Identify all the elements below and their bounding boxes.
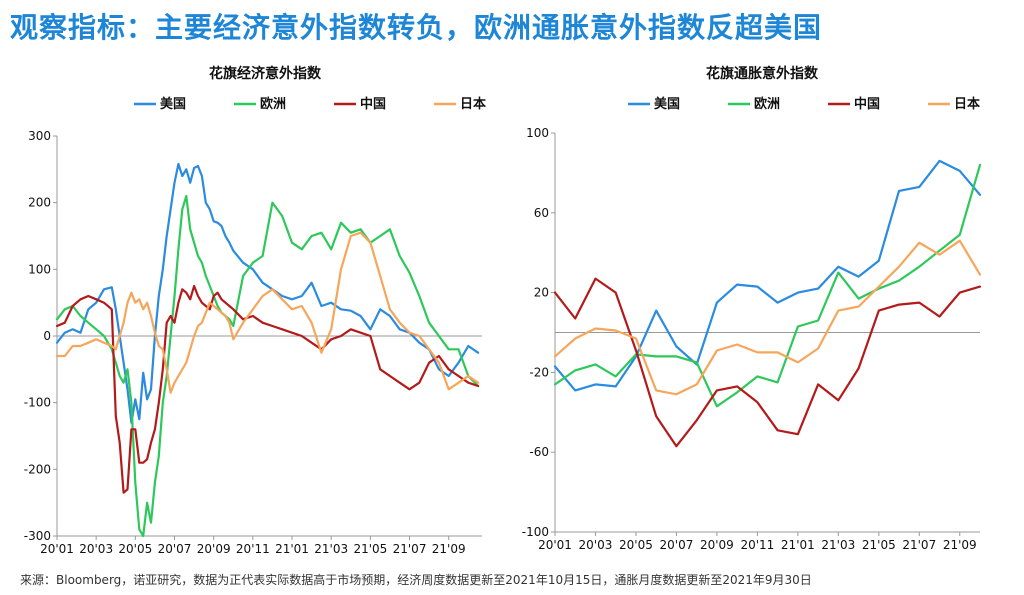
econ-y-tick-label: -300 [24, 529, 51, 543]
infl-legend-jp: 日本 [928, 96, 980, 112]
infl-y-tick-label: 20 [534, 286, 549, 300]
econ-legend-label-eu: 欧洲 [260, 96, 286, 112]
econ-y-tick-label: 0 [43, 329, 51, 343]
page-title: 观察指标：主要经济意外指数转负，欧洲通胀意外指数反超美国 [10, 11, 823, 44]
econ-x-tick-label: 21'07 [393, 542, 427, 556]
econ-x-tick-label: 20'09 [197, 542, 231, 556]
infl-x-tick-label: 21'07 [902, 538, 936, 552]
econ-x-tick-label: 20'11 [236, 542, 270, 556]
econ-x-tick-label: 20'07 [158, 542, 192, 556]
infl-legend-label-us: 美国 [654, 96, 680, 112]
infl-x-tick-label: 20'09 [700, 538, 734, 552]
econ-series-line-jp [55, 231, 480, 394]
infl-series-line-cn [553, 277, 982, 448]
econ-legend-label-us: 美国 [160, 96, 186, 112]
infl-series-line-us [553, 159, 982, 392]
infl-x-tick-label: 20'01 [538, 538, 572, 552]
infl-legend-us: 美国 [628, 96, 680, 112]
infl-y-tick-label: -100 [522, 525, 549, 539]
econ-legend-jp: 日本 [434, 96, 486, 112]
infl-series-line-eu [553, 163, 982, 408]
econ-series-line-cn [55, 284, 480, 494]
infl-legend-label-eu: 欧洲 [754, 96, 780, 112]
infl-legend-cn: 中国 [828, 96, 880, 112]
econ-x-tick-label: 20'01 [40, 542, 74, 556]
infl-series-line-jp [553, 239, 982, 396]
econ-x-tick-label: 21'03 [314, 542, 348, 556]
infl-x-tick-label: 20'03 [579, 538, 613, 552]
source-footnote: 来源：Bloomberg，诺亚研究，数据为正代表实际数据高于市场预期，经济周度数… [20, 573, 812, 587]
econ-legend-eu: 欧洲 [234, 96, 286, 112]
econ-y-tick-label: 300 [28, 129, 51, 143]
econ-x-tick-label: 20'05 [118, 542, 152, 556]
infl-x-tick-label: 20'05 [619, 538, 653, 552]
econ-series-line-eu [55, 194, 480, 538]
infl-legend-eu: 欧洲 [728, 96, 780, 112]
econ-y-tick-label: -200 [24, 462, 51, 476]
infl-x-tick-label: 20'07 [660, 538, 694, 552]
econ-y-tick-label: -100 [24, 396, 51, 410]
econ-chart-title: 花旗经济意外指数 [209, 65, 322, 82]
infl-legend-label-jp: 日本 [954, 96, 980, 112]
econ-y-tick-label: 200 [28, 196, 51, 210]
infl-x-tick-label: 21'01 [781, 538, 815, 552]
econ-x-tick-label: 21'09 [432, 542, 466, 556]
infl-x-tick-label: 20'11 [740, 538, 774, 552]
infl-x-tick-label: 21'03 [821, 538, 855, 552]
econ-legend-cn: 中国 [334, 96, 386, 112]
infl-y-tick-label: -20 [529, 365, 549, 379]
econ-legend-us: 美国 [134, 96, 186, 112]
econ-x-tick-label: 20'03 [79, 542, 113, 556]
infl-x-tick-label: 21'05 [862, 538, 896, 552]
econ-x-tick-label: 21'01 [275, 542, 309, 556]
econ-legend-label-jp: 日本 [460, 96, 486, 112]
infl-y-tick-label: -60 [529, 445, 549, 459]
infl-x-tick-label: 21'09 [943, 538, 977, 552]
infl-y-tick-label: 100 [526, 126, 549, 140]
infl-y-tick-label: 60 [534, 206, 549, 220]
econ-y-tick-label: 100 [28, 262, 51, 276]
econ-x-tick-label: 21'05 [353, 542, 387, 556]
infl-chart-title: 花旗通胀意外指数 [706, 65, 819, 82]
econ-legend-label-cn: 中国 [360, 96, 386, 112]
infl-legend-label-cn: 中国 [854, 96, 880, 112]
